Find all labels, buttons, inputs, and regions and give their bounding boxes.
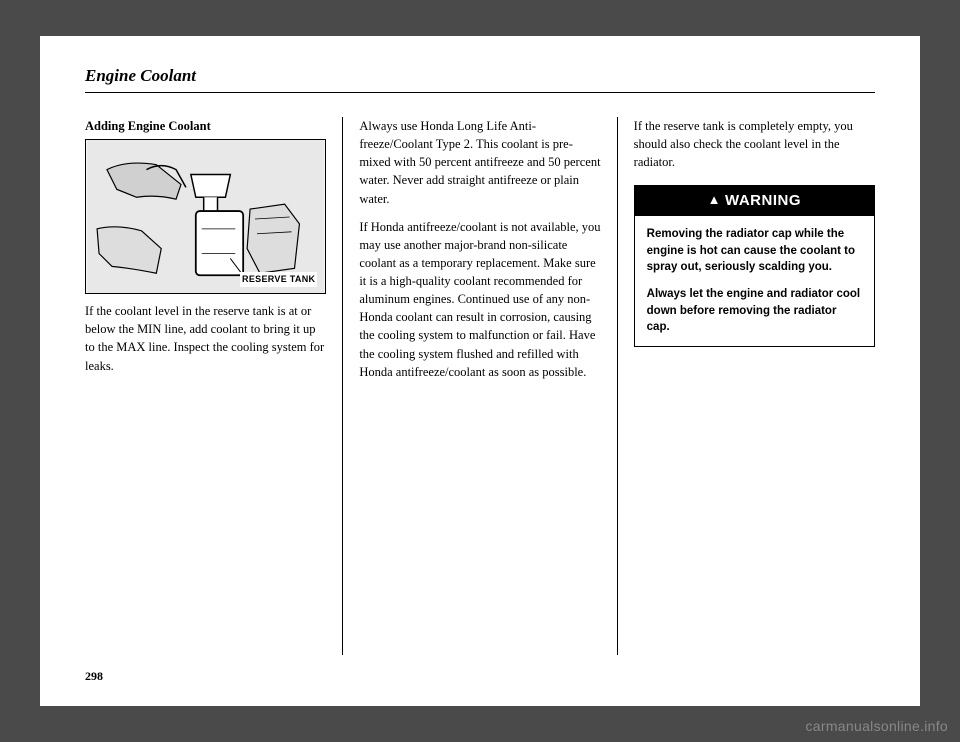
illustration-label: RESERVE TANK — [240, 272, 317, 287]
content-columns: Adding Engine Coolant RE — [85, 117, 875, 655]
column-3: If the reserve tank is completely empty,… — [618, 117, 875, 655]
page-number: 298 — [85, 669, 103, 684]
page-title: Engine Coolant — [85, 66, 875, 86]
warning-header: ▲WARNING — [635, 186, 874, 216]
reserve-tank-drawing — [86, 140, 325, 293]
subheading-adding-coolant: Adding Engine Coolant — [85, 117, 326, 135]
warning-triangle-icon: ▲ — [708, 191, 721, 210]
manual-page: Engine Coolant Adding Engine Coolant — [40, 36, 920, 706]
watermark: carmanualsonline.info — [806, 718, 949, 734]
col2-paragraph-1: Always use Honda Long Life Anti-freeze/C… — [359, 117, 600, 208]
warning-body: Removing the radiator cap while the engi… — [635, 216, 874, 346]
warning-header-text: WARNING — [725, 192, 801, 209]
warning-paragraph-2: Always let the engine and radiator cool … — [647, 286, 862, 336]
warning-paragraph-1: Removing the radiator cap while the engi… — [647, 226, 862, 276]
col3-paragraph-1: If the reserve tank is completely empty,… — [634, 117, 875, 171]
col1-paragraph-1: If the coolant level in the reserve tank… — [85, 302, 326, 375]
col2-paragraph-2: If Honda antifreeze/coolant is not avail… — [359, 218, 600, 381]
warning-box: ▲WARNING Removing the radiator cap while… — [634, 185, 875, 347]
title-divider — [85, 92, 875, 93]
column-2: Always use Honda Long Life Anti-freeze/C… — [343, 117, 617, 655]
column-1: Adding Engine Coolant RE — [85, 117, 343, 655]
reserve-tank-illustration: RESERVE TANK — [85, 139, 326, 294]
col1-spacer — [85, 385, 326, 655]
